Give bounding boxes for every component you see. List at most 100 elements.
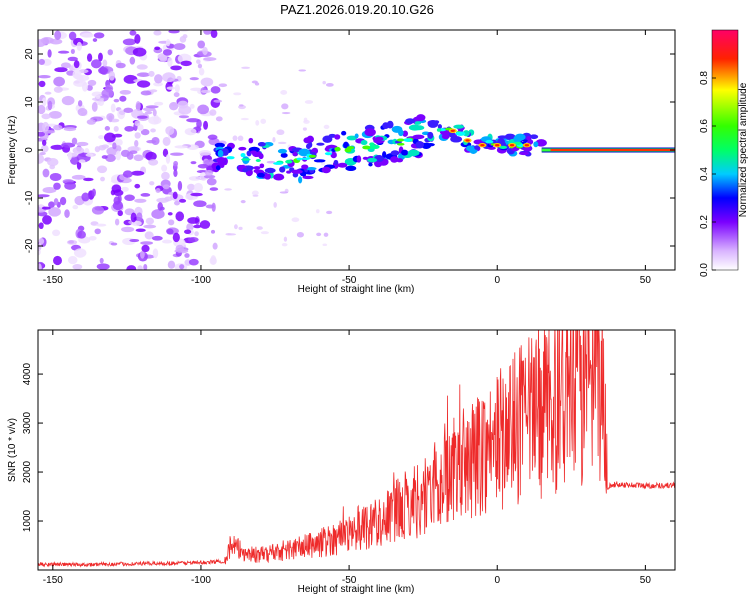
spectrogram-noise-blob xyxy=(291,217,300,223)
spectrogram-noise-blob xyxy=(260,118,267,124)
spectrogram-noise-blob xyxy=(121,186,129,192)
spectrogram-noise-blob xyxy=(196,59,201,64)
spectrogram-noise-blob xyxy=(98,144,107,151)
spectrogram-noise-blob xyxy=(174,200,180,206)
spectrogram-noise-blob xyxy=(252,194,259,197)
spectrogram-ridge-blob xyxy=(427,119,439,128)
spectrogram-ridge-core xyxy=(396,142,405,146)
spectrogram-noise-blob xyxy=(315,209,320,214)
spectrogram-noise-blob xyxy=(240,117,249,121)
spectrogram-noise-blob xyxy=(239,104,244,107)
snr-x-tick-label: -150 xyxy=(43,575,63,586)
spectrogram-noise-blob xyxy=(186,223,194,232)
spectrogram-ridge-blob xyxy=(450,135,463,143)
spectrogram-noise-blob xyxy=(134,198,147,203)
spectrogram-noise-blob xyxy=(38,203,44,208)
spectrogram-ridge-blob xyxy=(279,166,286,173)
spectrogram-noise-blob xyxy=(118,110,126,116)
spectrogram-noise-blob xyxy=(71,174,86,180)
spectrogram-noise-blob xyxy=(72,147,85,154)
spectrogram-x-tick-label: -50 xyxy=(342,275,357,286)
spectrogram-noise-blob xyxy=(179,35,187,43)
colorbar: 0.0 0.2 0.4 0.6 0.8 Normalized spectral ampl… xyxy=(699,29,749,277)
spectrogram-noise-blob xyxy=(197,104,210,115)
spectrogram-noise-blob xyxy=(39,152,46,156)
spectrogram-noise-blob xyxy=(187,217,200,224)
spectrogram-noise-blob xyxy=(104,125,110,131)
spectrogram-noise-blob xyxy=(72,264,83,270)
spectrogram-ridge-blob xyxy=(526,136,531,141)
spectrogram-noise-blob xyxy=(52,229,61,237)
spectrogram-noise-blob xyxy=(168,191,175,196)
snr-x-ticks: -150 -100 -50 0 50 xyxy=(43,330,651,586)
spectrogram-noise-blob xyxy=(38,154,45,164)
spectrogram-noise-blob xyxy=(143,224,157,229)
spectrogram-noise-blob xyxy=(165,38,171,47)
spectrogram-noise-blob xyxy=(187,183,196,191)
spectrogram-noise-blob xyxy=(42,186,57,194)
spectrogram-noise-blob xyxy=(77,230,86,239)
spectrogram-ridge-blob xyxy=(280,152,288,158)
spectrogram-noise-blob xyxy=(74,248,87,258)
spectrogram-ridge-blob xyxy=(238,146,247,151)
spectrogram-noise-blob xyxy=(162,72,176,83)
spectrogram-ridge-blob xyxy=(426,142,435,147)
colorbar-tick-label: 0.4 xyxy=(699,167,710,181)
spectrogram-noise-blob xyxy=(209,187,219,191)
spectrogram-noise-blob xyxy=(148,159,159,166)
spectrogram-ridge-blob xyxy=(257,172,265,178)
spectrogram-noise-blob xyxy=(272,136,276,143)
spectrogram-ridge-blob xyxy=(441,133,450,140)
spectrogram-noise-blob xyxy=(40,144,49,153)
spectrogram-noise-blob xyxy=(154,74,163,84)
spectrogram-noise-blob xyxy=(112,142,117,150)
spectrogram-ridge-blob xyxy=(303,137,312,144)
spectrogram-noise-blob xyxy=(77,108,88,116)
spectrogram-noise-blob xyxy=(136,64,148,70)
spectrogram-noise-blob xyxy=(104,132,116,143)
spectrogram-noise-blob xyxy=(196,119,202,129)
spectrogram-ridge-core xyxy=(226,156,235,160)
spectrogram-noise-blob xyxy=(254,82,260,86)
spectrogram-noise-blob xyxy=(210,98,221,108)
spectrogram-noise-blob xyxy=(146,139,157,144)
spectrogram-noise-blob xyxy=(38,263,42,270)
spectrogram-noise-blob xyxy=(113,189,124,197)
spectrogram-ridge-blob xyxy=(330,151,337,159)
spectrogram-noise-blob xyxy=(203,174,216,179)
spectrogram-noise-blob xyxy=(240,200,246,204)
spectrogram-noise-blob xyxy=(60,62,71,69)
colorbar-tick-label: 0.0 xyxy=(699,263,710,277)
spectrogram-noise-blob xyxy=(38,131,46,137)
spectrogram-noise-blob xyxy=(199,220,211,229)
spectrogram-noise-blob xyxy=(76,161,82,170)
spectrogram-noise-blob xyxy=(134,140,139,148)
spectrogram-noise-blob xyxy=(38,80,46,88)
spectrogram-noise-blob xyxy=(189,77,199,81)
spectrogram-noise-blob xyxy=(156,197,170,203)
spectrogram-noise-blob xyxy=(81,192,90,202)
spectrogram-noise-blob xyxy=(178,115,190,119)
spectrogram-noise-blob xyxy=(129,238,140,243)
spectrogram-ridge-core xyxy=(324,152,333,156)
spectrogram-noise-blob xyxy=(172,232,180,243)
spectrogram-noise-blob xyxy=(190,192,203,197)
colorbar-tick-label: 0.6 xyxy=(699,119,710,133)
spectrogram-noise-blob xyxy=(95,95,101,99)
spectrogram-noise-blob xyxy=(141,244,150,253)
spectrogram-noise-blob xyxy=(53,76,65,87)
spectrogram-ridge-core xyxy=(485,139,494,144)
spectrogram-noise-blob xyxy=(71,137,78,145)
snr-x-tick-label: -100 xyxy=(191,575,211,586)
spectrogram-ridge-blob xyxy=(273,173,285,181)
spectrogram-noise-blob xyxy=(108,115,113,123)
spectrogram-noise-blob xyxy=(133,154,144,162)
spectrogram-ridge-blob xyxy=(535,139,547,147)
spectrogram-noise-blob xyxy=(76,41,83,51)
spectrogram-noise-blob xyxy=(134,34,141,44)
spectrogram-noise-blob xyxy=(260,231,270,235)
spectrogram-noise-blob xyxy=(78,159,86,164)
spectrogram-ridge-blob xyxy=(427,131,434,139)
spectrogram-noise-blob xyxy=(145,151,157,161)
colorbar-label: Normalized spectral amplitude xyxy=(738,82,749,217)
